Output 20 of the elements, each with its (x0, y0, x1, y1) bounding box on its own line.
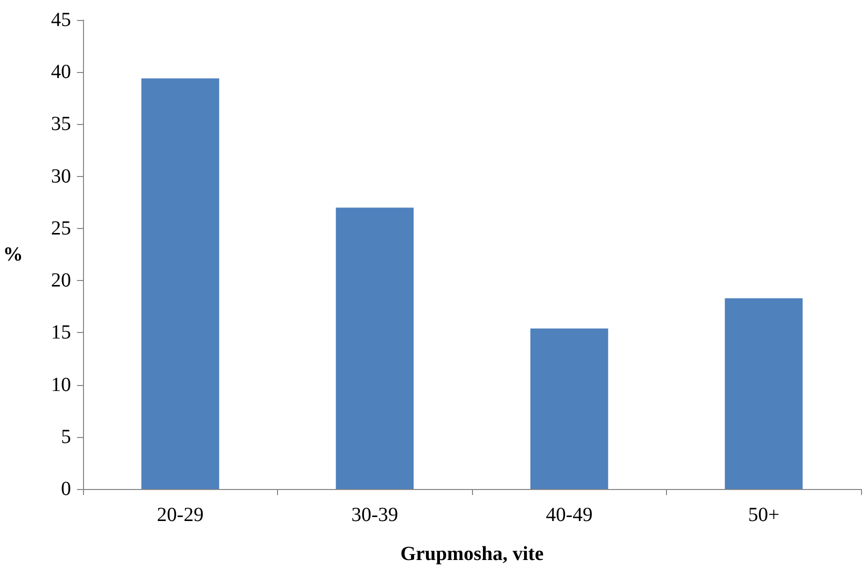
y-tick-label: 45 (51, 9, 71, 31)
y-axis-title: % (3, 244, 23, 266)
bar (724, 298, 803, 489)
bar (141, 78, 220, 489)
x-tick-label: 30-39 (351, 504, 398, 526)
y-tick-label: 40 (51, 61, 71, 84)
y-tick-label: 30 (51, 165, 71, 188)
y-tick-label: 10 (51, 374, 71, 396)
y-tick-label: 20 (51, 270, 71, 292)
y-tick-label: 35 (51, 113, 71, 136)
y-tick-label: 25 (51, 217, 71, 240)
bar (530, 328, 608, 489)
bar (336, 208, 414, 489)
y-tick-label: 5 (61, 426, 71, 448)
y-tick-label: 0 (61, 478, 71, 500)
x-tick-label: 50+ (748, 504, 780, 526)
x-tick-label: 20-29 (156, 504, 204, 526)
x-tick-label: 40-49 (546, 504, 593, 526)
x-axis-title: Grupmosha, vite (400, 543, 544, 565)
y-tick-label: 15 (51, 322, 71, 344)
